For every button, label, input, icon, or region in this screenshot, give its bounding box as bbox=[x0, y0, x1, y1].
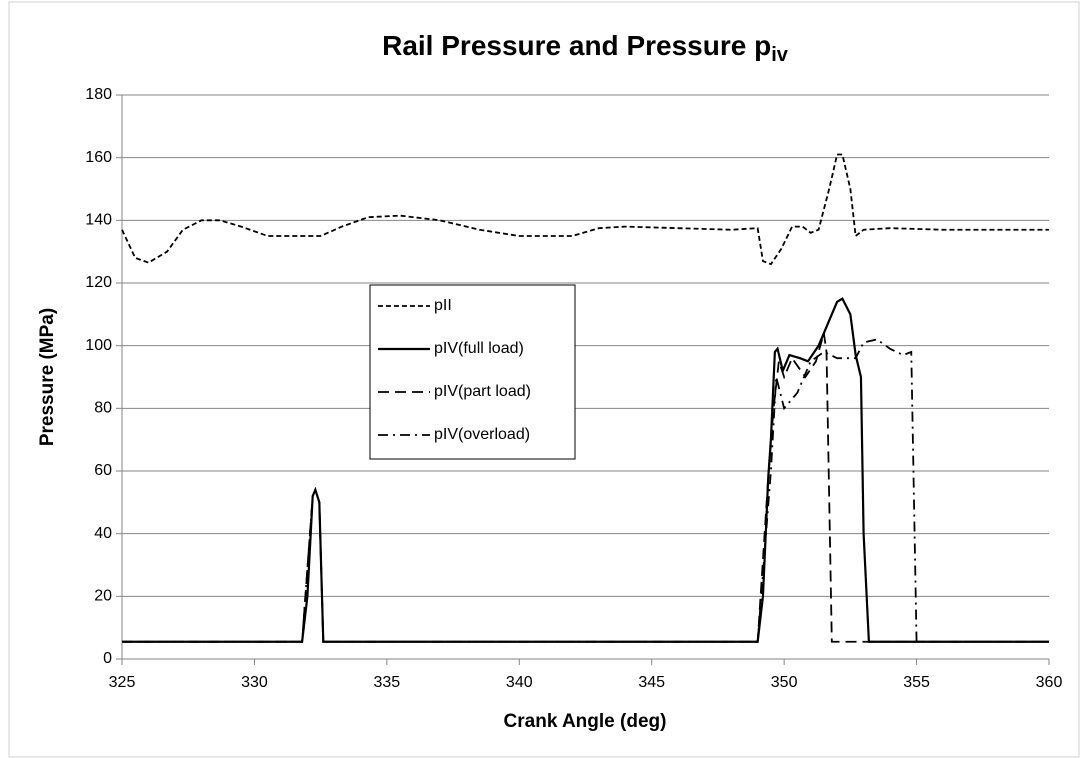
x-tick-label: 360 bbox=[1036, 674, 1063, 691]
legend-box bbox=[369, 284, 576, 460]
y-tick-label: 160 bbox=[85, 149, 112, 166]
y-axis-title: Pressure (MPa) bbox=[37, 308, 58, 446]
x-tick-label: 330 bbox=[241, 674, 268, 691]
x-tick-label: 340 bbox=[506, 674, 533, 691]
y-tick-label: 120 bbox=[85, 274, 112, 291]
x-tick-label: 335 bbox=[374, 674, 401, 691]
y-tick-label: 140 bbox=[85, 212, 112, 229]
x-axis-title: Crank Angle (deg) bbox=[504, 711, 667, 732]
y-tick-label: 20 bbox=[94, 588, 112, 605]
x-tick-label: 355 bbox=[903, 674, 930, 691]
series-line bbox=[121, 153, 1049, 266]
series-line bbox=[122, 338, 1049, 643]
title-main: Rail Pressure and Pressure p bbox=[382, 30, 771, 61]
chart-title: Rail Pressure and Pressure piv bbox=[382, 30, 789, 66]
x-tick-label: 350 bbox=[771, 674, 798, 691]
legend-label: pIV(overload) bbox=[434, 426, 530, 443]
y-tick-label: 0 bbox=[103, 650, 112, 667]
y-tick-label: 180 bbox=[85, 86, 112, 103]
legend-label: pIV(part load) bbox=[434, 383, 531, 400]
title-subscript: iv bbox=[771, 44, 789, 66]
y-tick-label: 100 bbox=[85, 337, 112, 354]
legend: pII pIV(full load) pIV(part load) pIV(overl… bbox=[369, 284, 576, 460]
y-tick-label: 40 bbox=[94, 525, 112, 542]
x-tick-label: 345 bbox=[638, 674, 665, 691]
y-tick-label: 80 bbox=[94, 400, 112, 417]
y-tick-label: 60 bbox=[94, 462, 112, 479]
legend-label: pIV(full load) bbox=[434, 340, 524, 357]
x-tick-label: 325 bbox=[109, 674, 136, 691]
legend-label: pII bbox=[434, 297, 452, 314]
